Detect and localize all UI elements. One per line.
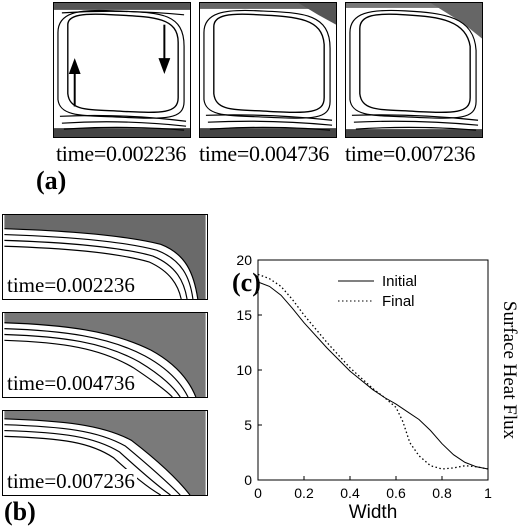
cavity-contours-3: [346, 3, 482, 137]
legend-label-initial: Initial: [382, 273, 417, 290]
b-time-label-3: time=0.007236: [5, 469, 137, 494]
x-tick-label: 0.4: [340, 485, 360, 501]
y-tick-label: 15: [236, 307, 252, 323]
b-time-label-2: time=0.004736: [5, 371, 137, 396]
a-time-label-3: time=0.007236: [345, 141, 476, 166]
y-axis-label: Surface Heat Flux: [499, 301, 520, 440]
surface-contours-1: [4, 215, 206, 299]
surface-contours-2: [4, 313, 206, 397]
x-axis-label: Width: [349, 502, 398, 522]
x-tick-label: 1: [484, 485, 492, 501]
legend-label-final: Final: [382, 293, 415, 310]
y-tick-label: 20: [236, 252, 252, 268]
cavity-frame-1: [53, 2, 191, 138]
plot-frame: [257, 259, 489, 481]
x-tick-label: 0.6: [386, 485, 406, 501]
y-tick-label: 10: [236, 362, 252, 378]
cavity-contours-1: [54, 3, 190, 137]
panel-a-letter: (a): [36, 166, 67, 195]
cavity-frame-3: [345, 2, 483, 138]
series-line-final: [257, 273, 489, 470]
series-line-initial: [257, 281, 489, 470]
b-time-label-1: time=0.002236: [5, 273, 137, 298]
panel-b-letter: (b): [4, 497, 36, 526]
x-tick-label: 0.2: [294, 485, 314, 501]
surface-contours-3: [4, 411, 206, 495]
surface-frame-3: time=0.007236: [2, 410, 208, 496]
panel-c-letter: (c): [232, 268, 261, 297]
cavity-frame-2: [199, 2, 337, 138]
y-tick-label: 0: [244, 472, 252, 488]
x-tick-label: 0: [254, 485, 262, 501]
y-tick-label: 5: [244, 417, 252, 433]
cavity-contours-2: [200, 3, 336, 137]
heat-flux-chart: 0 0.2 0.4 0.6 0.8 1 0 5 10 15 20 Initial Final Widt…: [218, 248, 520, 523]
a-time-label-1: time=0.002236: [56, 141, 187, 166]
surface-frame-1: time=0.002236: [2, 214, 208, 300]
a-time-label-2: time=0.004736: [199, 141, 330, 166]
surface-frame-2: time=0.004736: [2, 312, 208, 398]
x-tick-label: 0.8: [432, 485, 452, 501]
